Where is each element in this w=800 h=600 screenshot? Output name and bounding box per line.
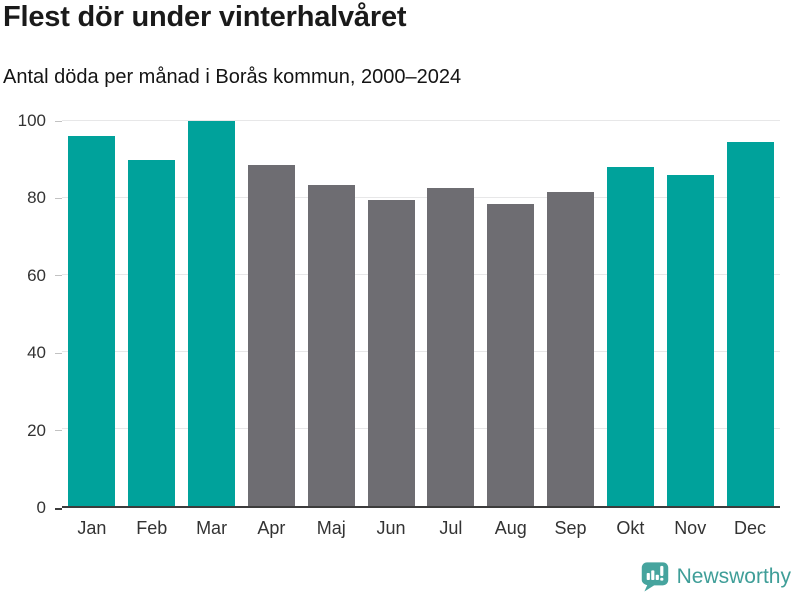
bar-jun (367, 199, 415, 506)
bar-band-mar (182, 121, 242, 506)
x-tick-label-feb: Feb (136, 518, 168, 538)
bar-mar (188, 121, 236, 506)
y-tick-label-40: 40 (27, 343, 46, 363)
bar-band-feb (122, 121, 182, 506)
y-tick-label-80: 80 (27, 188, 46, 208)
x-tick-label-apr: Apr (257, 518, 286, 538)
x-tick-label-jul: Jul (439, 518, 463, 538)
bar-band-okt (600, 121, 660, 506)
bar-okt (606, 167, 654, 506)
x-tick-label-jan: Jan (77, 518, 107, 538)
bar-feb (128, 159, 176, 506)
newsworthy-attribution[interactable]: Newsworthy (640, 560, 791, 593)
bar-band-aug (481, 121, 541, 506)
y-tick-label-60: 60 (27, 265, 46, 285)
bar-band-dec (720, 121, 780, 506)
brand-name: Newsworthy (676, 564, 791, 588)
bar-band-jan (62, 121, 122, 506)
newsworthy-logo-icon (640, 560, 670, 593)
chart-title: Flest dör under vinterhalvåret (3, 1, 407, 33)
x-tick-label-nov: Nov (674, 518, 707, 538)
bar-aug (487, 203, 535, 506)
y-axis: 0 20 40 60 80 100 (0, 111, 62, 517)
gridline-20 (62, 428, 780, 429)
x-tick-label-aug: Aug (494, 518, 527, 538)
y-tick-mark-100 (55, 120, 62, 122)
gridline-100 (62, 120, 780, 121)
x-tick-label-sep: Sep (554, 518, 587, 538)
x-tick-label-maj: Maj (316, 518, 346, 538)
gridline-80 (62, 197, 780, 198)
y-tick-mark-60 (55, 275, 62, 277)
bar-band-nov (660, 121, 720, 506)
y-tick-label-0: 0 (36, 498, 46, 517)
x-tick-label-okt: Okt (616, 518, 645, 538)
x-tick-label-jun: Jun (376, 518, 406, 538)
x-tick-label-mar: Mar (196, 518, 228, 538)
bar-jul (427, 188, 475, 506)
gridline-40 (62, 351, 780, 352)
y-tick-label-100: 100 (17, 111, 46, 130)
x-axis: Jan Feb Mar Apr Maj Jun Jul Aug Sep Okt Nov Dec (62, 518, 780, 539)
y-tick-mark-40 (55, 352, 62, 354)
bar-nov (666, 174, 714, 506)
bar-jan (68, 136, 116, 506)
bar-band-jul (421, 121, 481, 506)
y-tick-mark-20 (55, 430, 62, 432)
bar-sep (547, 192, 595, 506)
plot-area (62, 120, 780, 508)
x-tick-label-dec: Dec (734, 518, 767, 538)
bar-dec (726, 142, 774, 506)
bar-band-sep (541, 121, 601, 506)
y-tick-label-20: 20 (27, 420, 46, 440)
y-tick-mark-80 (55, 197, 62, 199)
bar-band-maj (301, 121, 361, 506)
y-tick-mark-0 (55, 508, 62, 510)
bar-band-apr (241, 121, 301, 506)
bars-container (62, 121, 780, 506)
bar-band-jun (361, 121, 421, 506)
bar-apr (247, 165, 295, 506)
chart-subtitle: Antal döda per månad i Borås kommun, 200… (3, 66, 462, 88)
bar-maj (307, 184, 355, 506)
gridline-60 (62, 274, 780, 275)
